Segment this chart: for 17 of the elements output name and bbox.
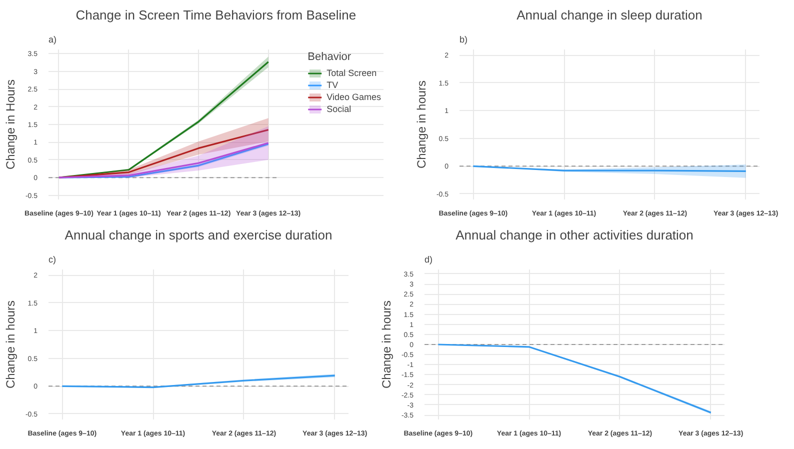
y-axis-title: Change in hours <box>379 300 394 389</box>
y-axis-title: Change in hours <box>3 300 18 389</box>
legend-label: TV <box>326 80 340 90</box>
legend-label: Social <box>326 104 352 114</box>
y-axis-title: Change in Hours <box>3 79 18 170</box>
chart-title: Annual change in sleep duration <box>516 8 702 22</box>
legend-label: Total Screen <box>326 68 377 78</box>
y-axis-title: Change in hours <box>414 80 428 169</box>
text: c) <box>48 254 56 264</box>
legend-label: Video Games <box>326 92 381 102</box>
legend-title: Behavior <box>308 51 352 63</box>
text: a) <box>48 34 57 44</box>
text: b) <box>460 34 468 44</box>
chart-title: Annual change in sports and exercise duration <box>64 228 332 242</box>
chart-title: Annual change in other activities duration <box>456 228 694 242</box>
text: d) <box>424 254 433 264</box>
chart-title: Change in Screen Time Behaviors from Baseline <box>76 8 356 22</box>
